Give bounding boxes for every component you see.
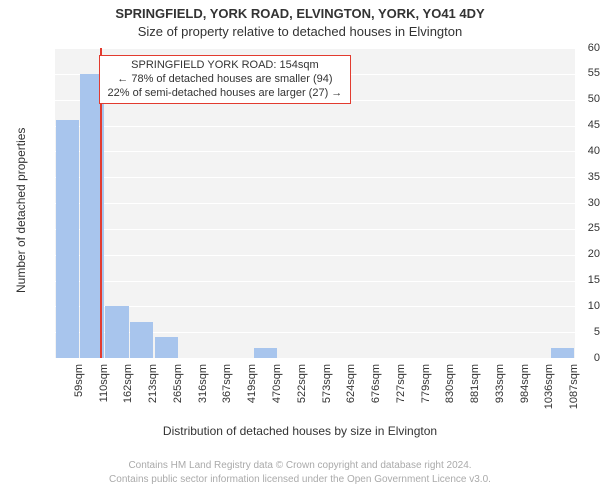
x-tick-label: 727sqm (395, 364, 407, 464)
y-axis-label: Number of detached properties (14, 128, 28, 293)
annotation-line: ← 78% of detached houses are smaller (94… (108, 73, 343, 87)
chart-root: SPRINGFIELD, YORK ROAD, ELVINGTON, YORK,… (0, 0, 600, 500)
y-tick-label: 10 (551, 300, 600, 312)
y-tick-label: 40 (551, 145, 600, 157)
gridline (55, 229, 575, 230)
footer-line-2: Contains public sector information licen… (0, 474, 600, 485)
y-tick-label: 50 (551, 93, 600, 105)
x-tick-label: 881sqm (469, 364, 481, 464)
y-tick-label: 5 (551, 326, 600, 338)
annotation-line: 22% of semi-detached houses are larger (… (108, 87, 343, 101)
x-tick-label: 984sqm (519, 364, 531, 464)
x-tick-label: 162sqm (122, 364, 134, 464)
x-tick-label: 573sqm (321, 364, 333, 464)
chart-subtitle: Size of property relative to detached ho… (0, 24, 600, 39)
gridline (55, 306, 575, 307)
x-tick-label: 419sqm (246, 364, 258, 464)
annotation-line: SPRINGFIELD YORK ROAD: 154sqm (108, 59, 343, 73)
x-tick-label: 830sqm (444, 364, 456, 464)
y-tick-label: 15 (551, 274, 600, 286)
gridline (55, 281, 575, 282)
gridline (55, 358, 575, 359)
x-tick-label: 933sqm (494, 364, 506, 464)
x-tick-label: 624sqm (345, 364, 357, 464)
y-tick-label: 60 (551, 42, 600, 54)
gridline (55, 177, 575, 178)
x-tick-label: 213sqm (147, 364, 159, 464)
histogram-bar (56, 120, 80, 358)
chart-title: SPRINGFIELD, YORK ROAD, ELVINGTON, YORK,… (0, 6, 600, 21)
histogram-bar (105, 306, 129, 358)
y-tick-label: 55 (551, 67, 600, 79)
x-tick-label: 265sqm (172, 364, 184, 464)
x-tick-label: 470sqm (271, 364, 283, 464)
x-tick-label: 110sqm (98, 364, 110, 464)
gridline (55, 151, 575, 152)
x-tick-label: 316sqm (197, 364, 209, 464)
x-tick-label: 522sqm (296, 364, 308, 464)
x-tick-label: 1036sqm (543, 364, 555, 464)
x-tick-label: 367sqm (221, 364, 233, 464)
histogram-bar (254, 348, 278, 358)
y-tick-label: 0 (551, 352, 600, 364)
gridline (55, 203, 575, 204)
x-tick-label: 1087sqm (568, 364, 580, 464)
y-tick-label: 20 (551, 248, 600, 260)
histogram-bar (155, 337, 179, 358)
gridline (55, 48, 575, 49)
x-tick-label: 779sqm (420, 364, 432, 464)
gridline (55, 255, 575, 256)
histogram-bar (130, 322, 154, 358)
y-tick-label: 45 (551, 119, 600, 131)
x-tick-label: 59sqm (73, 364, 85, 464)
y-tick-label: 25 (551, 222, 600, 234)
x-tick-label: 676sqm (370, 364, 382, 464)
gridline (55, 126, 575, 127)
y-tick-label: 35 (551, 171, 600, 183)
y-tick-label: 30 (551, 197, 600, 209)
annotation-box: SPRINGFIELD YORK ROAD: 154sqm← 78% of de… (99, 55, 352, 104)
